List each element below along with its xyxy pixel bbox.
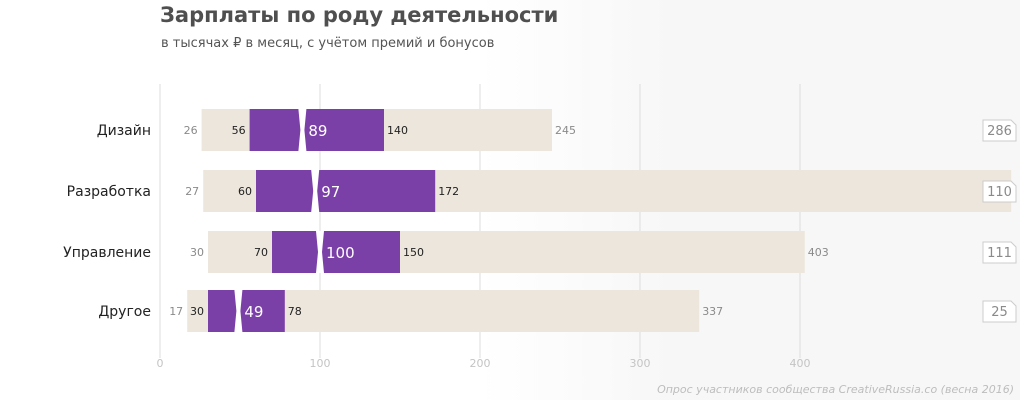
min-value-label: 26 [184, 124, 198, 137]
respondent-badge [982, 300, 1017, 323]
category-label: Другое [98, 304, 151, 320]
chart-title: Зарплаты по роду деятельности [160, 3, 559, 27]
category-label: Дизайн [97, 123, 151, 139]
q1-value-label: 70 [254, 246, 268, 259]
x-tick-label: 400 [790, 357, 811, 370]
x-tick-label: 200 [470, 357, 491, 370]
source-footnote: Опрос участников сообщества CreativeRuss… [657, 383, 1014, 396]
q3-value-label: 140 [387, 124, 408, 137]
respondent-count: 25 [991, 305, 1008, 320]
x-tick-label: 100 [310, 357, 331, 370]
chart-subtitle: в тысячах ₽ в месяц, с учётом премий и б… [161, 36, 495, 51]
respondent-count: 111 [987, 246, 1012, 261]
q3-value-label: 78 [288, 305, 302, 318]
min-value-label: 30 [190, 246, 204, 259]
median-value-label: 49 [244, 303, 263, 321]
median-value-label: 100 [326, 244, 355, 262]
x-tick-label: 300 [630, 357, 651, 370]
max-value-label: 245 [555, 124, 576, 137]
category-label: Управление [63, 245, 151, 261]
max-value-label: 403 [808, 246, 829, 259]
median-value-label: 97 [321, 183, 340, 201]
q1-value-label: 30 [190, 305, 204, 318]
interquartile-bar [208, 290, 285, 332]
median-marker [316, 231, 324, 273]
x-tick-label: 0 [157, 357, 164, 370]
respondent-count: 286 [987, 124, 1012, 139]
category-label: Разработка [67, 184, 151, 200]
median-marker [311, 170, 320, 212]
respondent-badges: 286 110 111 25 [982, 119, 1017, 323]
max-value-label: 337 [702, 305, 723, 318]
respondent-badge [982, 180, 1017, 203]
respondent-badge [982, 241, 1017, 264]
q3-value-label: 172 [438, 185, 459, 198]
q1-value-label: 56 [232, 124, 246, 137]
respondent-count: 110 [987, 185, 1012, 200]
interquartile-bar [272, 231, 400, 273]
interquartile-bar [249, 109, 384, 151]
respondent-badge [982, 119, 1017, 142]
median-marker [234, 290, 243, 332]
q1-value-label: 60 [238, 185, 252, 198]
q3-value-label: 150 [403, 246, 424, 259]
x-axis: 0 100 200 300 400 [157, 357, 811, 370]
min-value-label: 27 [185, 185, 199, 198]
bars [187, 109, 1012, 332]
min-value-label: 17 [169, 305, 183, 318]
median-marker [298, 109, 307, 151]
median-value-label: 89 [308, 122, 327, 140]
interquartile-bar [256, 170, 436, 212]
